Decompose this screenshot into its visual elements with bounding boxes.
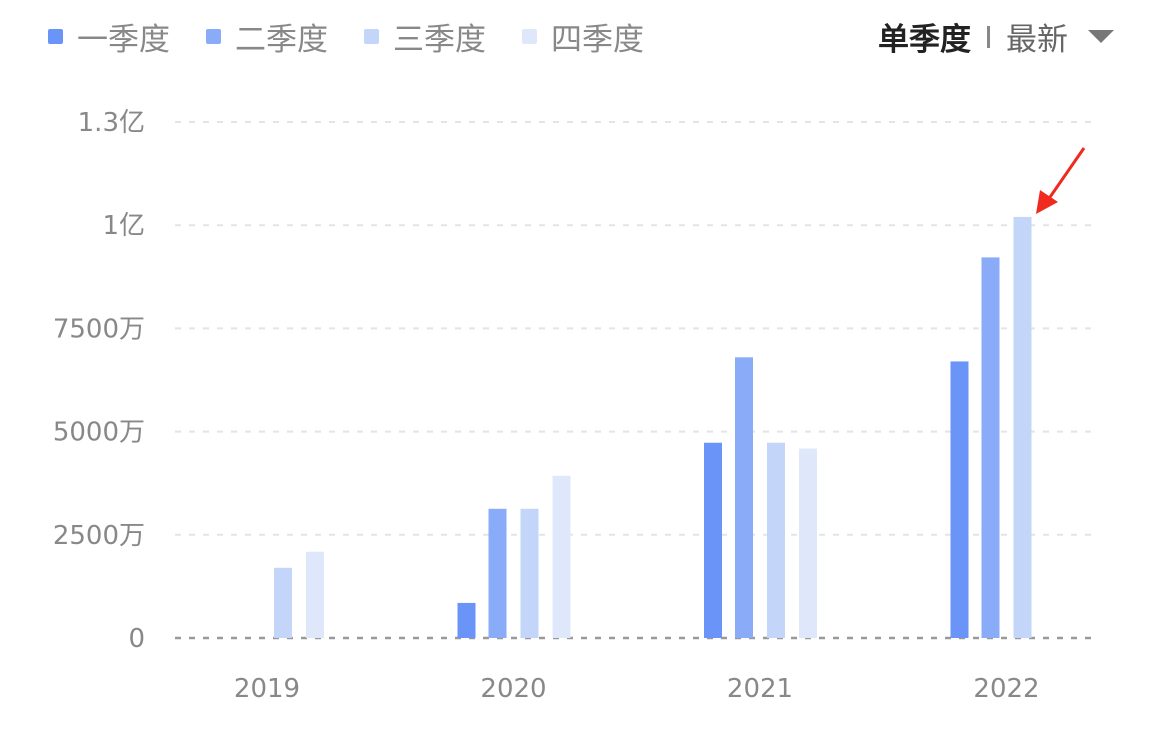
bar-2022-q3 [1013, 216, 1032, 638]
bar-2020-q3 [520, 508, 539, 638]
legend-swatch [522, 29, 537, 44]
bar-2022-q2 [981, 257, 1000, 638]
single-quarter-toggle[interactable]: 单季度 [878, 22, 971, 58]
annotation-arrow-icon [1036, 147, 1086, 214]
x-tick-label: 2020 [480, 674, 546, 704]
legend-item[interactable]: 二季度 [206, 14, 328, 59]
legend-swatch [206, 29, 221, 44]
bar-2022-q1 [950, 361, 969, 638]
period-control[interactable]: 单季度 最新 [878, 14, 1114, 59]
legend-label: 一季度 [77, 22, 170, 58]
legend-item[interactable]: 三季度 [364, 14, 486, 59]
bar-2020-q1 [457, 602, 476, 638]
y-tick-label: 1.3亿 [78, 108, 145, 138]
bar-2020-q2 [488, 508, 507, 638]
legend-label: 二季度 [235, 22, 328, 58]
bar-2021-q3 [767, 442, 785, 638]
y-tick-label: 0 [128, 624, 145, 654]
legend-label: 三季度 [393, 22, 486, 58]
divider [987, 25, 990, 48]
legend-label: 四季度 [551, 22, 644, 58]
bar-2021-q2 [735, 357, 753, 638]
chevron-down-icon[interactable] [1088, 30, 1114, 43]
y-tick-label: 1亿 [102, 211, 145, 241]
legend-swatch [364, 29, 379, 44]
x-tick-label: 2021 [727, 674, 793, 704]
bar-2020-q4 [552, 475, 571, 638]
y-tick-label: 2500万 [53, 521, 145, 551]
y-tick-label: 7500万 [53, 314, 145, 344]
legend-item[interactable]: 一季度 [48, 14, 170, 59]
sort-dropdown[interactable]: 最新 [1006, 22, 1068, 58]
bar-2021-q1 [704, 442, 722, 638]
legend: 一季度 二季度 三季度 四季度 [48, 14, 680, 59]
bar-2019-q4 [306, 551, 324, 638]
x-tick-label: 2022 [973, 674, 1039, 704]
legend-swatch [48, 29, 63, 44]
bar-2019-q3 [274, 567, 292, 638]
bar-2021-q4 [799, 448, 817, 638]
y-tick-label: 5000万 [53, 418, 145, 448]
x-tick-label: 2019 [234, 674, 300, 704]
legend-item[interactable]: 四季度 [522, 14, 644, 59]
